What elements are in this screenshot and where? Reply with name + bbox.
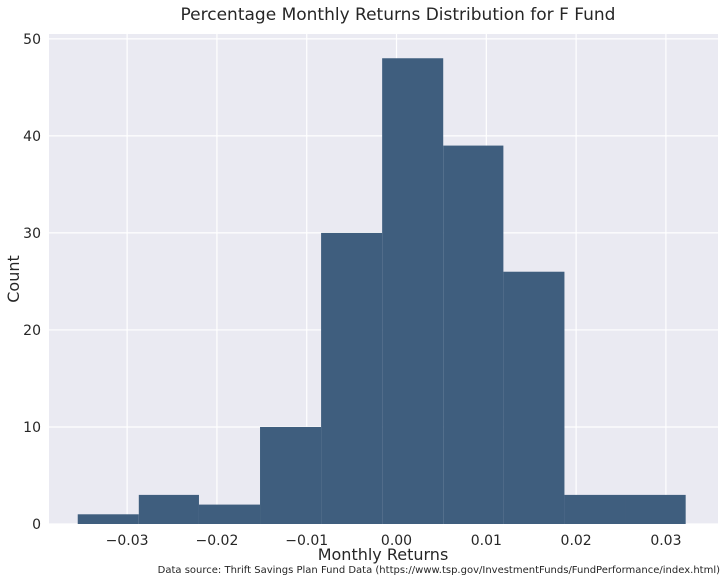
x-axis-label: Monthly Returns (318, 545, 449, 564)
histogram-bar (321, 232, 383, 524)
y-tick-label: 30 (23, 226, 41, 242)
y-tick-label: 40 (23, 129, 41, 145)
bars (77, 58, 686, 525)
histogram-bar (77, 514, 139, 524)
x-tick-label: 0.00 (381, 533, 412, 549)
y-tick-label: 20 (23, 323, 41, 339)
histogram-bar (443, 145, 504, 524)
y-axis-label: Count (4, 255, 23, 303)
histogram-bar (564, 494, 626, 524)
histogram-bar (198, 504, 261, 524)
x-tick-label: −0.01 (285, 533, 328, 549)
y-tick-label: 50 (23, 32, 41, 48)
x-tick-labels: −0.03 −0.02 −0.01 0.00 0.01 0.02 0.03 (106, 533, 682, 549)
x-tick-label: 0.01 (471, 533, 502, 549)
histogram-bar (260, 426, 322, 524)
chart-title: Percentage Monthly Returns Distribution … (181, 5, 616, 25)
y-tick-labels: 0 10 20 30 40 50 (23, 32, 41, 533)
data-source-note: Data source: Thrift Savings Plan Fund Da… (158, 565, 720, 576)
y-tick-label: 10 (23, 420, 41, 436)
histogram-bar (503, 271, 565, 524)
x-tick-label: −0.03 (106, 533, 149, 549)
histogram-bar (625, 494, 686, 524)
x-tick-label: 0.02 (561, 533, 592, 549)
y-tick-label: 0 (32, 517, 41, 533)
x-tick-label: 0.03 (650, 533, 681, 549)
histogram-bar (382, 58, 444, 525)
histogram-bar (138, 494, 199, 524)
x-tick-label: −0.02 (195, 533, 238, 549)
